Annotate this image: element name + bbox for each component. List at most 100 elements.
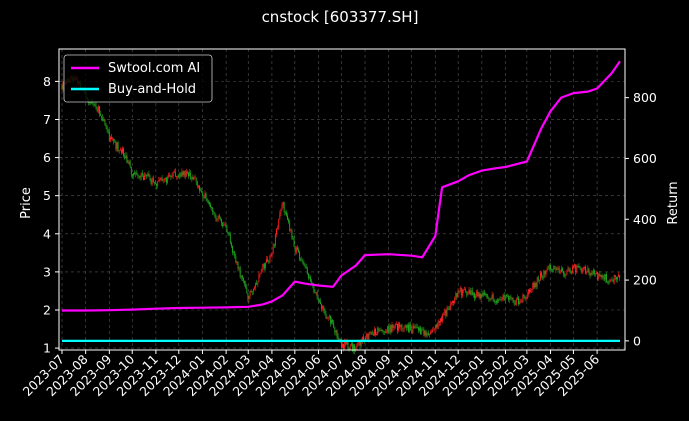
price-candle [405,324,407,329]
price-candle [131,174,133,176]
price-candle [326,318,328,319]
price-candle [340,339,342,348]
price-candle [257,282,259,285]
price-candle [156,183,158,187]
price-candle [388,326,390,333]
price-candle [232,246,233,253]
price-candle [127,162,129,164]
price-candle [332,320,334,323]
price-candle [294,246,296,253]
plot-frame [58,48,626,351]
price-candle [298,249,299,253]
price-candle [195,177,197,182]
price-candle [261,267,263,273]
price-candle [226,227,228,233]
price-candle [203,196,205,198]
price-candle [488,297,490,299]
price-candle [503,294,505,301]
price-candle [168,174,170,178]
price-candle [150,179,152,184]
price-candle [552,269,554,271]
price-candle [482,292,484,297]
price-candle [348,348,350,350]
price-candle [606,273,607,282]
price-candle [167,177,169,183]
price-candle [372,334,374,336]
price-candle [491,294,493,299]
price-candle [311,280,313,283]
price-candle [144,175,145,180]
price-candle [563,271,565,274]
price-candle [463,289,464,291]
price-candle [564,273,566,276]
price-candle [551,269,552,271]
right-tick-label: 400 [633,212,657,227]
price-candle [454,298,456,304]
price-candle [159,178,161,181]
price-candle [576,266,578,272]
price-candle [129,161,131,167]
price-candle [469,290,471,295]
price-candle [515,299,517,305]
price-candle [136,172,138,175]
price-candle [207,200,209,203]
price-candle [221,218,222,223]
price-candle [140,173,142,178]
price-candle [120,149,122,153]
price-candle [610,279,612,281]
price-candle [161,177,163,181]
price-candle [457,290,459,297]
price-candle [356,345,358,350]
price-candle [531,289,533,291]
price-candle [250,290,252,292]
price-candle [529,289,530,292]
price-candle [500,299,502,301]
price-candle [244,280,246,284]
price-candle [535,282,537,287]
price-candle [613,275,615,282]
price-candle [142,176,144,180]
price-candle [497,299,499,303]
price-candle [327,317,329,319]
price-candle [602,275,604,278]
price-candle [188,172,189,177]
price-candle [215,215,217,221]
price-candle [324,310,326,314]
price-candle [412,325,414,334]
price-candle [164,177,166,179]
price-candle [494,300,496,302]
price-candle [408,324,409,332]
price-candle [351,343,353,352]
price-candle [618,274,620,277]
price-candle [185,171,187,177]
price-candle [109,137,111,141]
price-candle [493,300,495,302]
price-candle [229,233,231,243]
price-candle [184,170,186,177]
price-candle [567,268,569,272]
price-candle [516,297,518,300]
price-candle [489,298,491,300]
price-candle [365,337,367,341]
price-candle [584,267,585,268]
price-candle [474,292,475,299]
price-candle [103,119,105,122]
left-tick-label: 8 [43,74,51,89]
price-candle [115,141,117,150]
price-candle [234,251,236,257]
price-candle [406,324,408,329]
price-candle [481,293,483,297]
left-tick-label: 5 [43,188,51,203]
price-candle [456,293,458,297]
price-candle [189,172,191,177]
price-candle [102,117,104,122]
price-candle [518,297,519,305]
price-candle [192,176,194,180]
price-candle [409,324,411,332]
price-candle [269,255,271,263]
price-candle [366,334,368,338]
price-candle [508,295,510,300]
price-candle [395,323,397,325]
price-candle [108,131,110,141]
price-candle [155,182,156,184]
